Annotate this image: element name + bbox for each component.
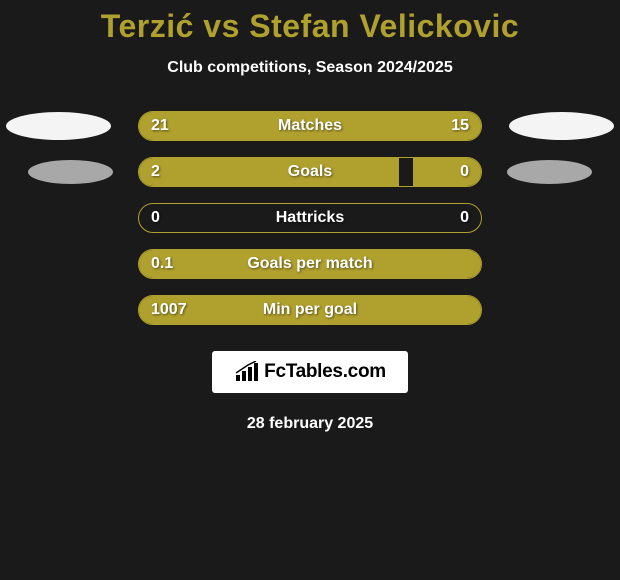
stat-row-matches: 21 Matches 15 [0, 111, 620, 141]
stat-row-min-per-goal: 1007 Min per goal [0, 295, 620, 325]
player-left-ellipse-icon [28, 160, 113, 184]
value-right: 0 [460, 158, 469, 185]
stat-label: Hattricks [139, 204, 481, 231]
bar-track: 0 Hattricks 0 [138, 203, 482, 233]
bar-chart-icon [234, 361, 260, 383]
bar-track: 0.1 Goals per match [138, 249, 482, 279]
stat-label: Goals [139, 158, 481, 185]
logo-text: FcTables.com [264, 361, 386, 383]
date-label: 28 february 2025 [0, 415, 620, 433]
stat-label: Goals per match [139, 250, 481, 277]
stat-row-goals: 2 Goals 0 [0, 157, 620, 187]
value-right: 0 [460, 204, 469, 231]
subtitle: Club competitions, Season 2024/2025 [0, 59, 620, 77]
page-title: Terzić vs Stefan Velickovic [0, 0, 620, 45]
bar-track: 2 Goals 0 [138, 157, 482, 187]
player-left-ellipse-icon [6, 112, 111, 140]
chart-area: 21 Matches 15 2 Goals 0 0 H [0, 111, 620, 433]
stat-label: Matches [139, 112, 481, 139]
value-right: 15 [451, 112, 469, 139]
stat-label: Min per goal [139, 296, 481, 323]
bar-track: 21 Matches 15 [138, 111, 482, 141]
player-right-ellipse-icon [509, 112, 614, 140]
bar-track: 1007 Min per goal [138, 295, 482, 325]
player-right-ellipse-icon [507, 160, 592, 184]
fctables-logo: FcTables.com [212, 351, 408, 393]
comparison-infographic: Terzić vs Stefan Velickovic Club competi… [0, 0, 620, 433]
stat-row-hattricks: 0 Hattricks 0 [0, 203, 620, 233]
logo-inner: FcTables.com [234, 361, 386, 383]
stat-row-goals-per-match: 0.1 Goals per match [0, 249, 620, 279]
